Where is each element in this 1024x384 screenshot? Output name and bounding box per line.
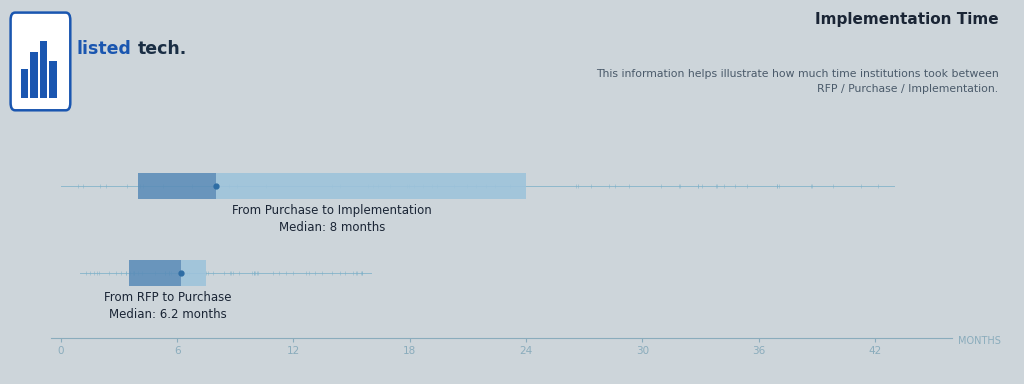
Bar — [138, 173, 216, 199]
Bar — [129, 260, 181, 286]
Bar — [216, 173, 526, 199]
Text: MONTHS: MONTHS — [958, 336, 1001, 346]
Text: tech.: tech. — [138, 40, 187, 58]
Bar — [181, 260, 206, 286]
Text: listed: listed — [77, 40, 132, 58]
Text: From RFP to Purchase
Median: 6.2 months: From RFP to Purchase Median: 6.2 months — [103, 291, 231, 321]
Bar — [40, 41, 47, 98]
Bar — [20, 69, 28, 98]
Bar — [31, 52, 38, 98]
Text: Implementation Time: Implementation Time — [815, 12, 998, 26]
Text: This information helps illustrate how much time institutions took between
RFP / : This information helps illustrate how mu… — [596, 69, 998, 94]
FancyBboxPatch shape — [10, 13, 71, 110]
Text: From Purchase to Implementation
Median: 8 months: From Purchase to Implementation Median: … — [232, 204, 432, 234]
Bar — [49, 61, 56, 98]
